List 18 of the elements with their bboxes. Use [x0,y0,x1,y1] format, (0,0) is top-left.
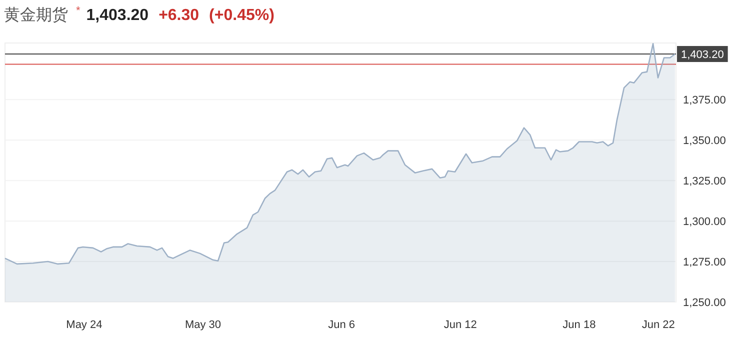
xtick: Jun 18 [562,319,596,331]
ytick: 1,250.00 [683,297,726,309]
ref-line-label: 1,403.20 [681,49,724,62]
ytick: 1,375.00 [683,94,726,107]
xtick: Jun 6 [328,319,356,331]
ytick: 1,325.00 [683,176,726,188]
title: 黄金期货 [4,7,68,24]
ytick: 1,275.00 [683,256,726,269]
annotation: (+0.45%) [209,7,274,24]
ytick: 1,300.00 [683,216,726,228]
annotation: * [76,5,80,17]
annotation: 1,403.20 [86,7,149,24]
xtick: May 30 [184,319,222,331]
xtick: Jun 12 [444,319,477,331]
ytick: 1,350.00 [683,135,726,148]
xtick: May 24 [66,319,102,331]
xtick: Jun 22 [642,319,675,331]
annotation: +6.30 [158,7,200,24]
